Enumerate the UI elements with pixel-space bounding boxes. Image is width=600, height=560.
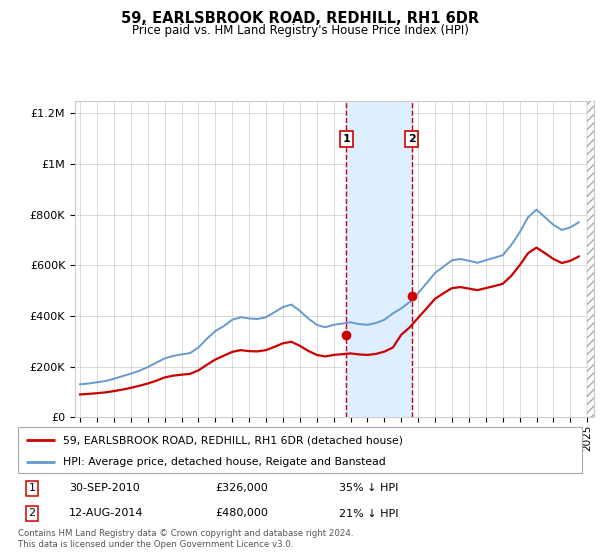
Text: £326,000: £326,000	[215, 483, 268, 493]
Text: £480,000: £480,000	[215, 508, 268, 519]
Text: 35% ↓ HPI: 35% ↓ HPI	[340, 483, 399, 493]
Text: 1: 1	[29, 483, 35, 493]
FancyBboxPatch shape	[18, 427, 582, 473]
Text: 1: 1	[343, 134, 350, 144]
Bar	[346, 101, 412, 417]
Text: 30-SEP-2010: 30-SEP-2010	[69, 483, 140, 493]
Text: 59, EARLSBROOK ROAD, REDHILL, RH1 6DR (detached house): 59, EARLSBROOK ROAD, REDHILL, RH1 6DR (d…	[63, 435, 403, 445]
Text: 2: 2	[408, 134, 416, 144]
Text: 12-AUG-2014: 12-AUG-2014	[69, 508, 143, 519]
Text: 2: 2	[29, 508, 35, 519]
Text: Price paid vs. HM Land Registry's House Price Index (HPI): Price paid vs. HM Land Registry's House …	[131, 24, 469, 37]
Text: 21% ↓ HPI: 21% ↓ HPI	[340, 508, 399, 519]
Text: HPI: Average price, detached house, Reigate and Banstead: HPI: Average price, detached house, Reig…	[63, 457, 386, 466]
Text: Contains HM Land Registry data © Crown copyright and database right 2024.
This d: Contains HM Land Registry data © Crown c…	[18, 529, 353, 549]
Text: 59, EARLSBROOK ROAD, REDHILL, RH1 6DR: 59, EARLSBROOK ROAD, REDHILL, RH1 6DR	[121, 11, 479, 26]
